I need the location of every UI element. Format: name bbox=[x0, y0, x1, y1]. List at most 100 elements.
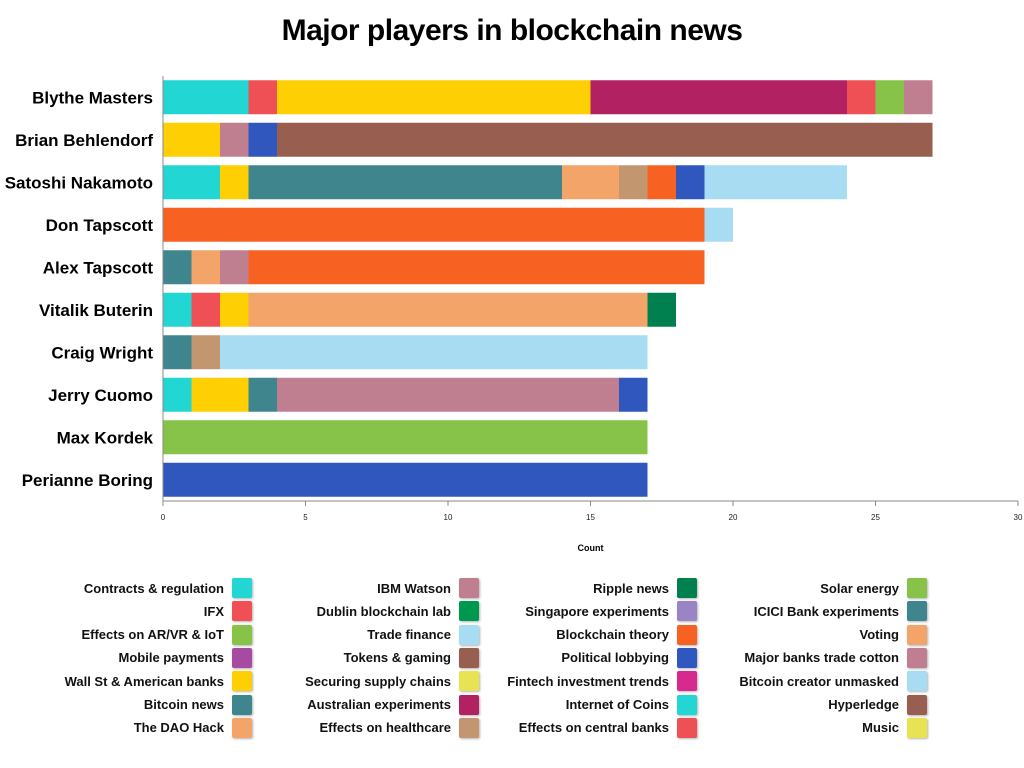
legend-swatch bbox=[232, 717, 252, 738]
legend-item: Voting bbox=[607, 624, 927, 645]
legend-swatch bbox=[907, 671, 927, 692]
legend-item: Fintech investment trends bbox=[377, 671, 697, 692]
bar-segment bbox=[191, 335, 220, 370]
bar-segment bbox=[277, 122, 933, 157]
legend-swatch bbox=[677, 647, 697, 668]
legend-item: Dublin blockchain lab bbox=[159, 601, 479, 622]
legend-swatch bbox=[459, 647, 479, 668]
legend-item: Mobile payments bbox=[0, 647, 252, 668]
legend-swatch bbox=[232, 601, 252, 622]
legend-swatch bbox=[232, 647, 252, 668]
legend-label: ICICI Bank experiments bbox=[753, 603, 899, 619]
legend-label: Tokens & gaming bbox=[343, 650, 451, 666]
legend-label: Music bbox=[862, 720, 899, 736]
legend-swatch bbox=[907, 624, 927, 645]
x-tick-label: 20 bbox=[729, 513, 738, 522]
bar-segment bbox=[590, 80, 847, 115]
x-tick-label: 0 bbox=[161, 513, 166, 522]
bar-segment bbox=[619, 165, 648, 200]
legend-label: Bitcoin news bbox=[143, 697, 224, 712]
bar-segment bbox=[163, 377, 192, 412]
bar-segment bbox=[163, 122, 220, 157]
legend-swatch bbox=[677, 717, 697, 738]
legend-swatch bbox=[907, 578, 927, 598]
bar-segment bbox=[220, 335, 648, 370]
legend-label: Contracts & regulation bbox=[83, 580, 224, 596]
bar-segment bbox=[163, 250, 192, 285]
legend-item: Effects on healthcare bbox=[159, 717, 479, 738]
category-label: Blythe Masters bbox=[32, 88, 153, 107]
bar-segment bbox=[248, 292, 648, 327]
legend-label: Bitcoin creator unmasked bbox=[739, 673, 899, 689]
legend-label: Blockchain theory bbox=[556, 627, 669, 643]
bar-segment bbox=[163, 335, 192, 370]
legend-item: Bitcoin creator unmasked bbox=[607, 671, 927, 692]
legend-swatch bbox=[459, 601, 479, 622]
x-tick-label: 30 bbox=[1014, 513, 1023, 522]
legend-item: Tokens & gaming bbox=[159, 647, 479, 668]
bar-segment bbox=[220, 165, 249, 200]
legend-item: Singapore experiments bbox=[377, 601, 697, 622]
legend-label: Singapore experiments bbox=[525, 603, 669, 619]
bar-segment bbox=[847, 80, 876, 115]
legend-swatch bbox=[459, 694, 479, 715]
legend-swatch bbox=[232, 624, 252, 645]
legend-swatch bbox=[459, 671, 479, 692]
bar-segment bbox=[248, 122, 277, 157]
bar-segment bbox=[163, 462, 648, 497]
bar-segment bbox=[704, 207, 733, 242]
category-label: Alex Tapscott bbox=[43, 258, 154, 277]
legend-swatch bbox=[677, 601, 697, 622]
legend-label: Australian experiments bbox=[307, 697, 451, 712]
legend-item: Effects on central banks bbox=[377, 717, 697, 738]
legend-label: Effects on AR/VR & IoT bbox=[81, 627, 224, 643]
legend-label: Effects on central banks bbox=[518, 720, 669, 736]
legend-label: Wall St & American banks bbox=[64, 673, 224, 689]
legend-label: Fintech investment trends bbox=[507, 673, 669, 689]
legend-label: Solar energy bbox=[820, 580, 899, 596]
category-label: Craig Wright bbox=[51, 343, 153, 362]
legend-item: Ripple news bbox=[377, 578, 697, 598]
legend-item: Securing supply chains bbox=[159, 671, 479, 692]
legend-swatch bbox=[907, 717, 927, 738]
legend-item: Effects on AR/VR & IoT bbox=[0, 624, 252, 645]
legend-item: Trade finance bbox=[159, 624, 479, 645]
x-tick-label: 5 bbox=[303, 513, 308, 522]
legend-label: Trade finance bbox=[367, 627, 451, 643]
bar-segment bbox=[220, 250, 249, 285]
category-label: Brian Behlendorf bbox=[15, 131, 153, 150]
legend-label: Political lobbying bbox=[561, 650, 669, 666]
legend-label: Ripple news bbox=[593, 580, 669, 596]
bar-segment bbox=[248, 165, 562, 200]
legend-item: Wall St & American banks bbox=[0, 671, 252, 692]
x-tick-label: 10 bbox=[444, 513, 453, 522]
legend-item: The DAO Hack bbox=[0, 717, 252, 738]
legend-item: IBM Watson bbox=[159, 578, 479, 598]
legend-label: IFX bbox=[203, 603, 224, 619]
legend-swatch bbox=[232, 578, 252, 598]
legend-item: Australian experiments bbox=[159, 694, 479, 715]
bar-segment bbox=[248, 250, 705, 285]
legend-item: Contracts & regulation bbox=[0, 578, 252, 598]
bar-segment bbox=[163, 207, 705, 242]
bar-segment bbox=[191, 377, 249, 412]
bar-segment bbox=[191, 292, 220, 327]
bar-segment bbox=[163, 80, 249, 115]
category-label: Jerry Cuomo bbox=[48, 386, 153, 405]
x-tick-label: 25 bbox=[871, 513, 880, 522]
bar-segment bbox=[277, 80, 591, 115]
legend-swatch bbox=[232, 694, 252, 715]
chart-title: Major players in blockchain news bbox=[281, 14, 743, 47]
legend-swatch bbox=[459, 578, 479, 598]
bar-segment bbox=[875, 80, 904, 115]
legend-label: Hyperledge bbox=[828, 697, 899, 712]
bar-segment bbox=[248, 80, 277, 115]
legend-label: IBM Watson bbox=[377, 580, 451, 596]
legend-item: Blockchain theory bbox=[377, 624, 697, 645]
legend-label: Securing supply chains bbox=[305, 673, 451, 689]
legend-label: Dublin blockchain lab bbox=[316, 603, 451, 619]
bar-segment bbox=[191, 250, 220, 285]
bar-segment bbox=[647, 292, 676, 327]
legend-swatch bbox=[459, 717, 479, 738]
bar-segment bbox=[704, 165, 847, 200]
